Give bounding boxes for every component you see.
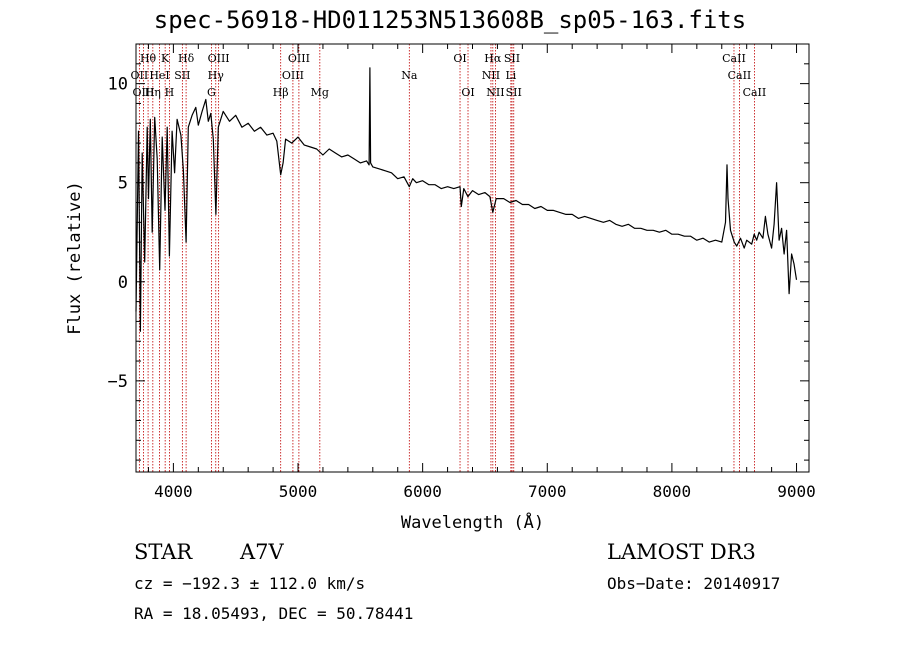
y-tick-label: 10 (108, 75, 128, 95)
x-tick-label: 9000 (777, 482, 816, 501)
marker-label: HeI (149, 69, 169, 82)
marker-label: G (207, 86, 216, 99)
y-tick-label: 0 (118, 273, 128, 293)
marker-label: Li (505, 69, 516, 82)
marker-label: CaII (728, 69, 752, 82)
marker-label: OIII (208, 52, 230, 65)
marker-label: Hδ (178, 52, 195, 65)
x-tick-label: 8000 (653, 482, 692, 501)
marker-label: CaII (722, 52, 746, 65)
spectrum-series (135, 67, 798, 332)
marker-label: Na (401, 69, 418, 82)
coordinates: RA = 18.05493, DEC = 50.78441 (134, 604, 414, 623)
y-tick-label: −5 (108, 372, 128, 392)
marker-label: OIII (288, 52, 310, 65)
marker-label: OI (453, 52, 466, 65)
marker-label: Hβ (273, 86, 289, 99)
line-markers (138, 44, 755, 472)
y-axis-label: Flux (relative) (65, 181, 85, 335)
marker-label: SII (504, 52, 520, 65)
x-tick-label: 7000 (528, 482, 567, 501)
marker-label: Hθ (140, 52, 157, 65)
axes: 4000 5000 6000 7000 8000 9000 −5 0 5 10 Wavelength… (65, 43, 816, 533)
plot-frame (135, 43, 810, 473)
marker-label: NII (486, 86, 504, 99)
spectrum-line (135, 67, 798, 332)
marker-label: OIII (282, 69, 304, 82)
marker-label: Hη (145, 86, 161, 99)
spectral-subclass: A7V (240, 540, 284, 564)
marker-label: SII (506, 86, 522, 99)
object-type: STAR (134, 540, 193, 564)
marker-label: Mg (311, 86, 329, 99)
marker-label: OI (461, 86, 474, 99)
marker-label: SII (174, 69, 190, 82)
marker-label: Hα (484, 52, 502, 65)
redshift-velocity: cz = −192.3 ± 112.0 km/s (134, 574, 366, 593)
marker-label: CaII (743, 86, 767, 99)
marker-label: NII (482, 69, 500, 82)
marker-label: OIII (132, 86, 154, 99)
y-tick-label: 5 (118, 174, 128, 194)
observation-date: Obs−Date: 20140917 (607, 574, 781, 593)
survey-name: LAMOST DR3 (607, 540, 756, 564)
marker-label: OII (131, 69, 149, 82)
marker-label: H (165, 86, 175, 99)
marker-label: K (161, 52, 170, 65)
x-axis-label: Wavelength (Å) (401, 511, 544, 533)
x-tick-label: 6000 (403, 482, 442, 501)
marker-label: Hγ (208, 69, 225, 82)
x-tick-label: 4000 (154, 482, 193, 501)
chart-title: spec-56918-HD011253N513608B_sp05-163.fit… (153, 6, 747, 34)
x-tick-label: 5000 (279, 482, 318, 501)
